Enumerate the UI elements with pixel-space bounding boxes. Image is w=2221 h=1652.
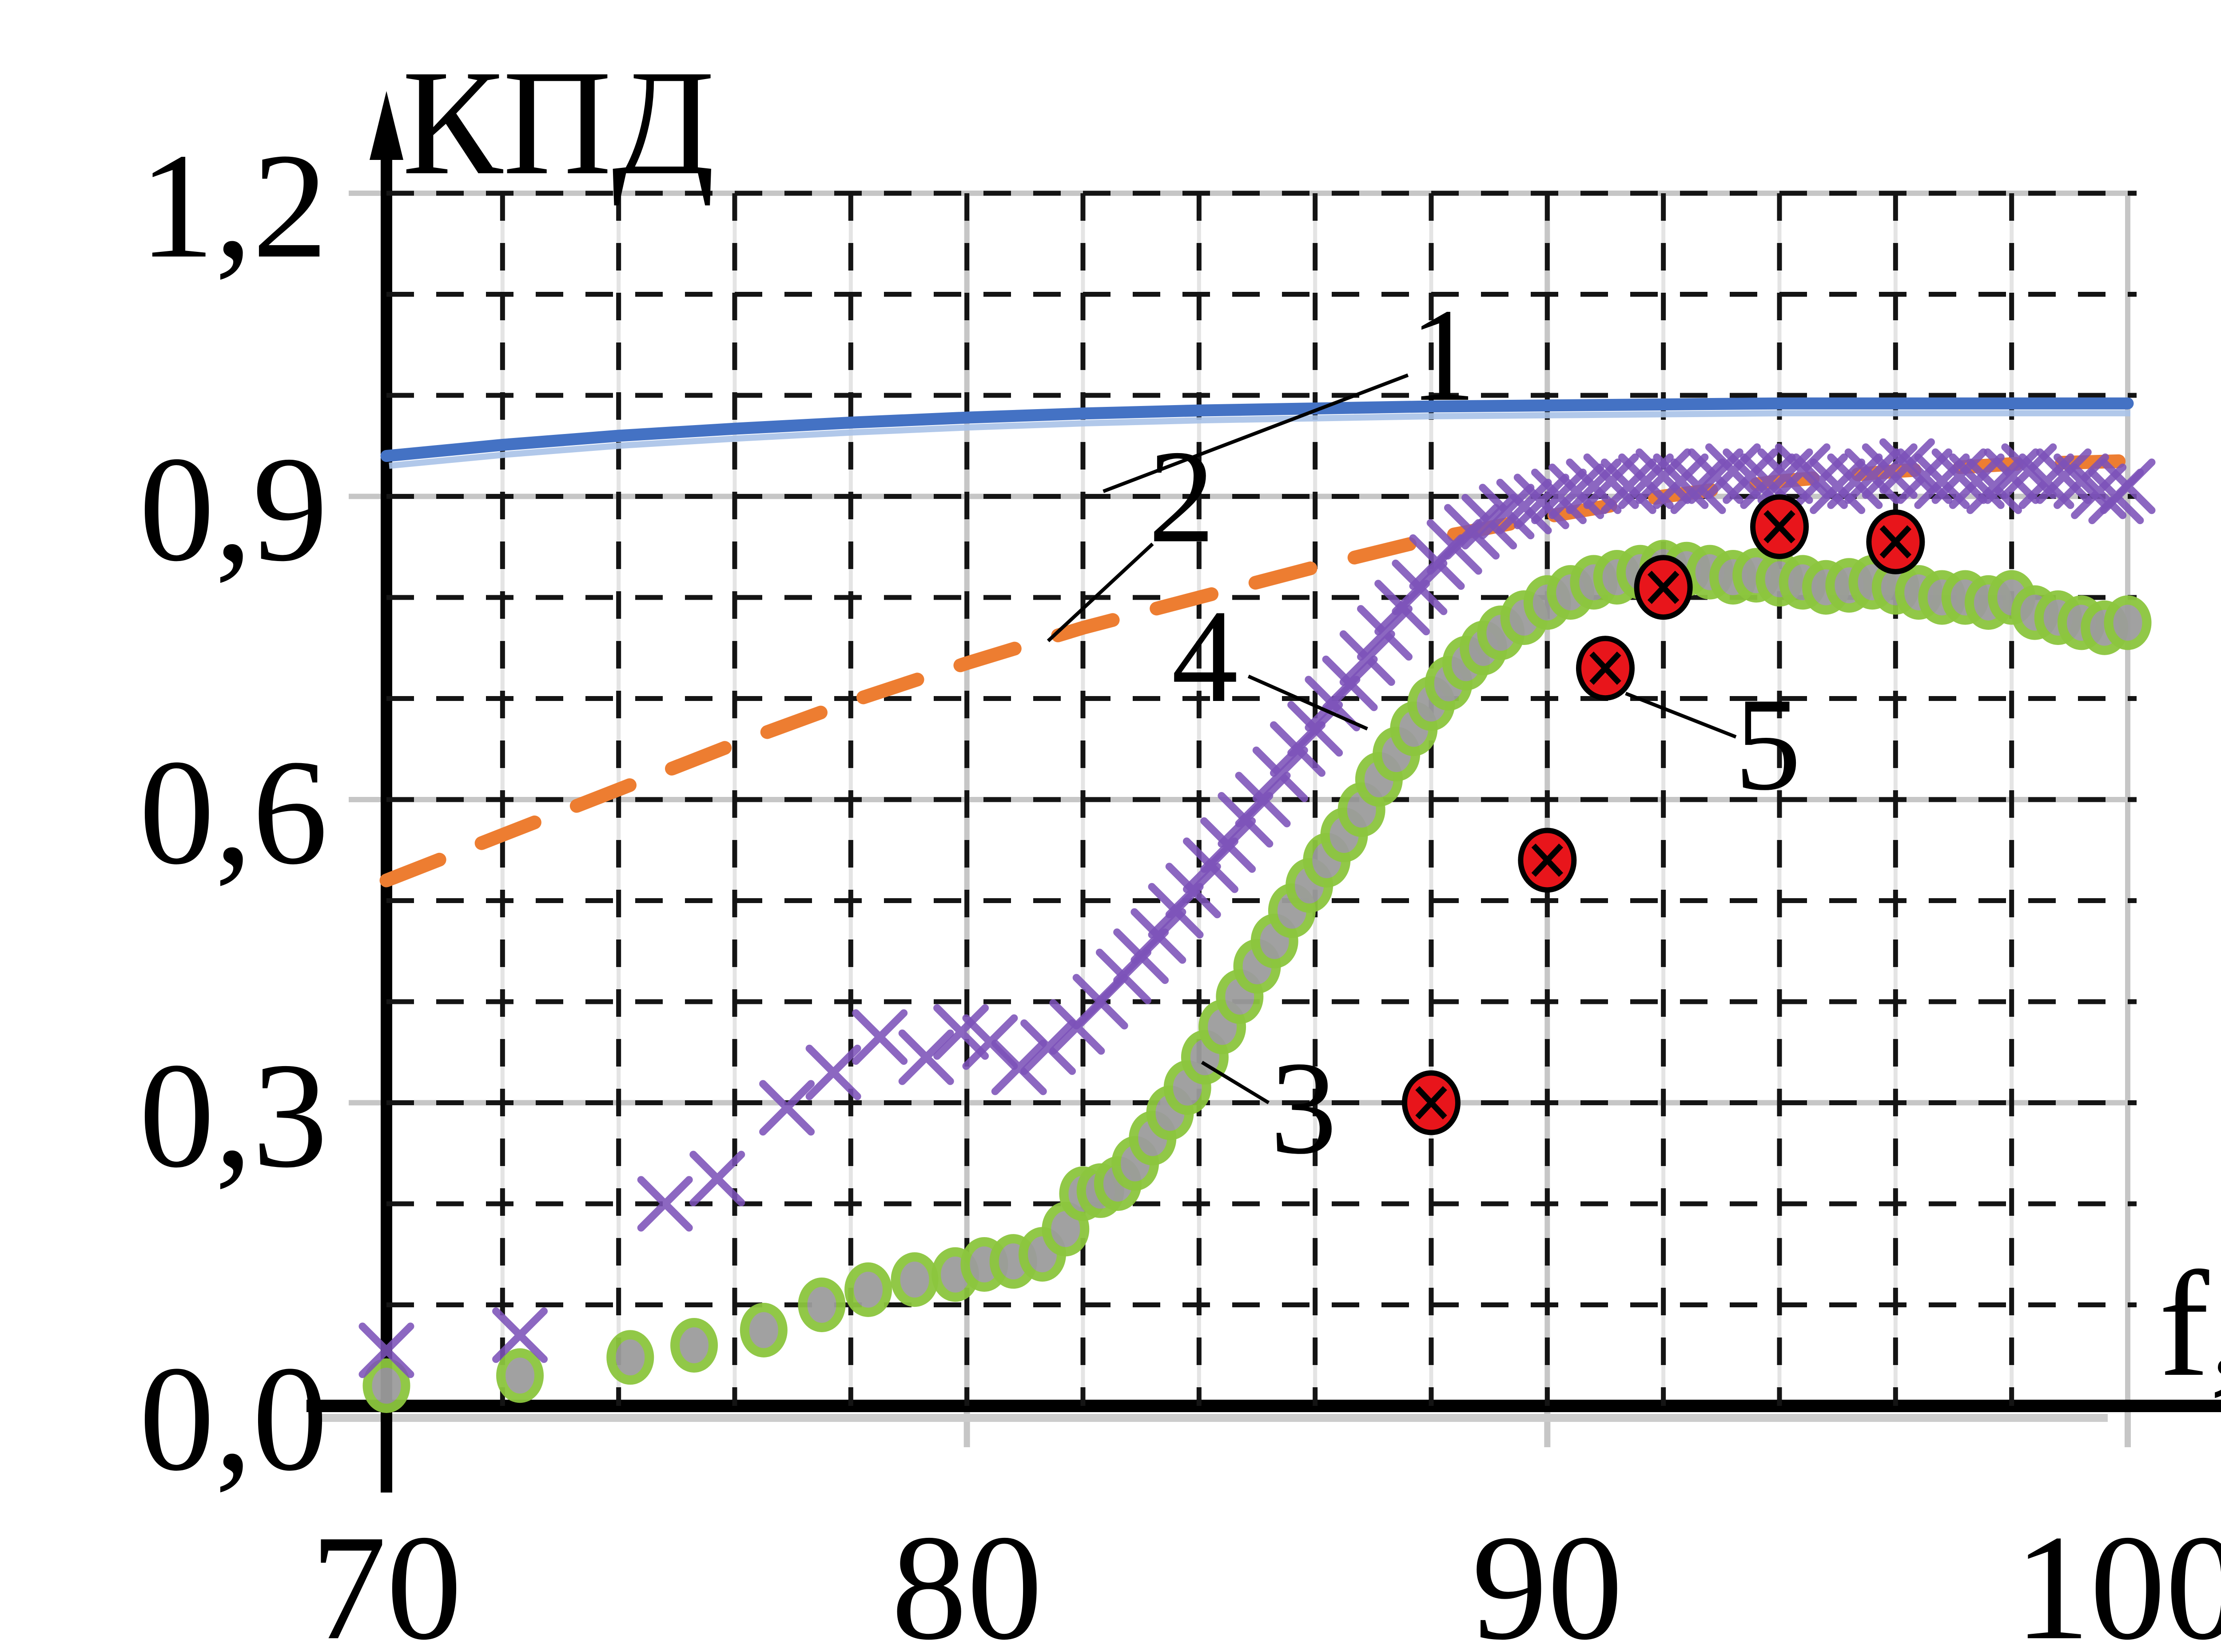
purple-x-marker xyxy=(492,1307,548,1363)
red-circle-x-glyph xyxy=(1647,570,1680,604)
purple-x-marker xyxy=(1496,478,1552,534)
series-1 xyxy=(380,397,2134,469)
purple-x-marker xyxy=(1020,1019,1076,1075)
purple-x-marker xyxy=(1130,908,1186,964)
purple-x-marker xyxy=(1235,772,1291,828)
green-dot-marker xyxy=(606,1330,654,1385)
x-tick-label: 100 xyxy=(2014,1504,2221,1652)
red-circled-x-marker xyxy=(1518,828,1577,893)
purple-x-marker xyxy=(1479,484,1535,540)
purple-x-marker xyxy=(1600,458,1656,514)
red-circle-x-glyph xyxy=(1531,844,1564,877)
series-label-1: 1 xyxy=(1409,281,1476,429)
green-dot-marker xyxy=(798,1278,846,1332)
purple-x-marker xyxy=(689,1150,745,1206)
purple-x-marker xyxy=(1827,453,1883,509)
purple-x-marker xyxy=(2036,448,2092,504)
x-tick-label: 80 xyxy=(892,1504,1043,1652)
blue-line-glow xyxy=(389,410,2130,469)
red-circled-x-marker xyxy=(1576,636,1635,701)
red-circle-x-glyph xyxy=(1589,651,1621,685)
purple-x-marker xyxy=(637,1176,693,1232)
red-circled-x-marker xyxy=(1402,1070,1461,1135)
callout-line-1 xyxy=(1103,373,1409,493)
y-tick-label: 0,9 xyxy=(139,425,328,593)
gray-gridlines xyxy=(311,191,2137,1447)
orange-dashed-line xyxy=(379,454,2135,888)
x-tick-label: 90 xyxy=(1472,1504,1623,1652)
axes xyxy=(306,91,2221,1493)
purple-x-marker xyxy=(1810,458,1866,514)
green-dot-marker xyxy=(891,1252,939,1307)
purple-x-marker xyxy=(1200,817,1256,873)
purple-x-marker xyxy=(898,1029,954,1085)
purple-x-marker xyxy=(852,1009,908,1065)
red-circle-x-glyph xyxy=(1879,525,1912,559)
purple-x-marker xyxy=(1548,463,1604,519)
purple-x-marker xyxy=(1636,448,1692,504)
series-4 xyxy=(358,438,2156,1378)
callout-line-5 xyxy=(1625,692,1737,739)
red-circled-x-marker xyxy=(1866,509,1925,574)
red-circle-x-glyph xyxy=(1415,1086,1447,1119)
series-3 xyxy=(362,540,2152,1413)
y-tick-label: 0,6 xyxy=(139,728,328,896)
red-circle-x-glyph xyxy=(1763,510,1795,544)
green-dot-marker xyxy=(362,1358,410,1413)
purple-x-marker xyxy=(1165,863,1221,919)
purple-x-marker xyxy=(1531,469,1587,524)
callout-line-4 xyxy=(1247,674,1368,731)
data-series xyxy=(358,397,2156,1413)
purple-x-marker xyxy=(991,1039,1047,1095)
green-dot-marker xyxy=(844,1262,892,1317)
series-label-4: 4 xyxy=(1171,582,1238,730)
y-tick-label: 0,0 xyxy=(139,1335,328,1502)
series-5 xyxy=(1402,494,1925,1135)
series-number-labels: 1 2 3 4 5 xyxy=(1047,281,1801,1182)
purple-x-marker xyxy=(2100,458,2156,514)
x-tick-label: 70 xyxy=(311,1504,462,1652)
purple-x-marker xyxy=(1705,443,1761,499)
series-label-2: 2 xyxy=(1148,423,1215,570)
green-dot-marker xyxy=(496,1348,544,1403)
purple-x-marker xyxy=(1322,655,1378,711)
purple-x-marker xyxy=(1513,474,1569,529)
purple-x-marker xyxy=(805,1044,861,1100)
purple-x-marker xyxy=(1844,448,1900,504)
callout-line-2 xyxy=(1047,542,1154,642)
green-dot-marker xyxy=(740,1302,788,1357)
purple-x-marker xyxy=(1252,746,1308,802)
tick-labels: 0,0 0,3 0,6 0,9 1,2 70 80 90 100 xyxy=(139,122,2221,1652)
y-tick-label: 1,2 xyxy=(139,122,328,290)
purple-x-marker xyxy=(1392,559,1448,615)
purple-x-marker xyxy=(358,1322,414,1378)
series-label-5: 5 xyxy=(1735,670,1801,818)
purple-x-marker xyxy=(1339,630,1395,686)
red-circled-x-marker xyxy=(1750,494,1809,559)
purple-x-marker xyxy=(933,1004,989,1060)
blue-solid-line xyxy=(380,397,2134,462)
x-axis-title: f, Гц xyxy=(2159,1240,2221,1408)
series-label-3: 3 xyxy=(1270,1034,1337,1182)
green-dot-marker xyxy=(2104,595,2152,650)
green-dot-marker xyxy=(670,1318,718,1373)
y-axis-arrowhead xyxy=(370,91,403,160)
y-tick-label: 0,3 xyxy=(139,1031,328,1199)
red-circled-x-marker xyxy=(1634,555,1693,620)
callout-line-3 xyxy=(1201,1061,1270,1104)
purple-x-marker xyxy=(1357,605,1413,661)
series-2 xyxy=(379,454,2135,888)
y-axis-title: КПД xyxy=(402,39,715,206)
purple-x-marker xyxy=(759,1080,815,1136)
purple-x-marker xyxy=(1931,448,1987,504)
